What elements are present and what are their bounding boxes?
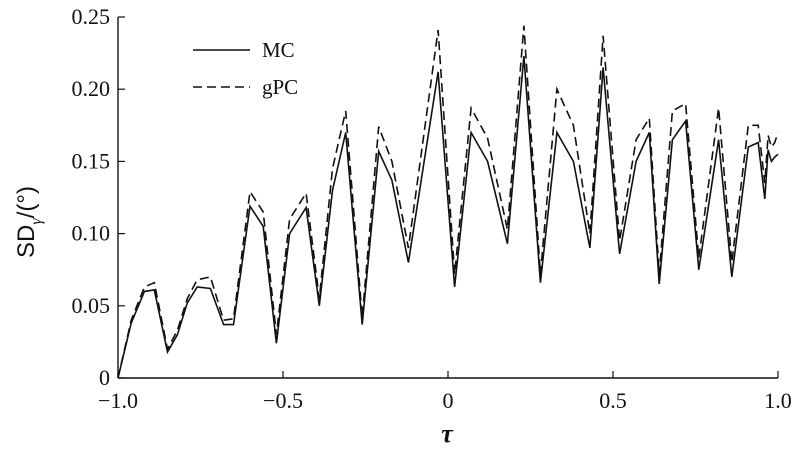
y-tick-label: 0.15	[72, 148, 111, 173]
y-tick-label: 0.25	[72, 4, 111, 29]
x-tick-label: 0.5	[599, 388, 627, 413]
series-line-mc	[118, 56, 778, 378]
axes: 0 0.05 0.10 0.15 0.20 0.25 −1.0 −0.5 0 0.5 1.0	[72, 4, 792, 413]
x-tick-label: 1.0	[764, 388, 792, 413]
x-tick-label: 0	[443, 388, 454, 413]
y-tick-label: 0.05	[72, 293, 111, 318]
y-tick-label: 0.20	[72, 76, 111, 101]
legend-label-mc: MC	[262, 38, 295, 62]
y-axis-label-unit: /(°)	[13, 186, 40, 218]
legend: MC gPC	[193, 38, 298, 99]
legend-label-gpc: gPC	[262, 75, 298, 99]
series-layer	[118, 26, 778, 379]
x-axis-label: τ	[441, 419, 454, 448]
y-tick-label: 0.10	[72, 221, 111, 246]
y-axis-label: SDγ/(°)	[13, 186, 45, 258]
y-axis-label-main: SD	[13, 225, 40, 258]
y-tick-label: 0	[99, 365, 110, 390]
x-tick-label: −1.0	[98, 388, 138, 413]
x-tick-label: −0.5	[263, 388, 303, 413]
